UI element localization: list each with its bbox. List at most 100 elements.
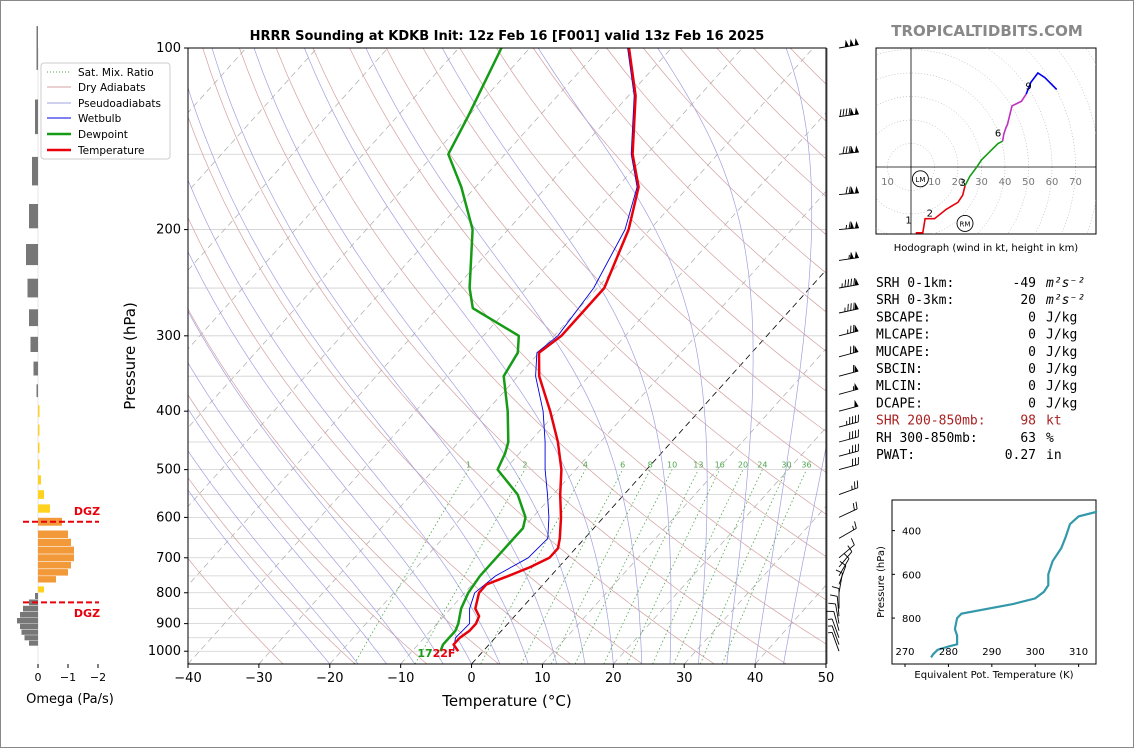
theta-e-tick-label: 310	[1069, 647, 1088, 658]
hodo-storm-label: LM	[915, 176, 925, 184]
omega-bar	[33, 361, 38, 376]
moist-adiabat	[188, 489, 331, 664]
mixing-ratio-label: 1	[466, 461, 471, 470]
skewt-ylabel: Pressure (hPa)	[121, 302, 139, 410]
profile-dewpoint	[439, 48, 527, 652]
skewt-profiles	[439, 48, 640, 652]
omega-bar	[29, 204, 38, 229]
legend-dry-adiabats: Dry Adiabats	[78, 82, 146, 94]
omega-bar	[24, 635, 38, 641]
y-tick-label: 600	[156, 510, 181, 525]
y-tick-label: 800	[156, 586, 181, 601]
omega-bar	[32, 156, 38, 186]
param-value: -49	[1013, 276, 1036, 291]
isotherm-line	[188, 48, 743, 664]
wind-barb	[838, 443, 859, 457]
moist-adiabat	[211, 48, 557, 664]
mixing-ratio-line	[550, 469, 651, 664]
x-tick-label: 10	[534, 671, 551, 686]
isotherm-line	[258, 48, 814, 664]
param-value: 20	[1020, 293, 1036, 308]
hodograph-panel: 10 10 20 30 40 50 60 70 1 2 3 6 9 LM RM Hodograph (win…	[875, 47, 1097, 254]
omega-bar	[38, 576, 56, 583]
param-value: 0.27	[1005, 448, 1036, 463]
omega-bar	[38, 490, 44, 499]
hodo-height-label: 6	[995, 128, 1001, 139]
dry-adiabat	[569, 48, 826, 313]
hodo-height-label: 2	[927, 208, 933, 219]
hodo-tick-label: 50	[1022, 177, 1035, 188]
legend-pseudoadiabats: Pseudoadiabats	[78, 98, 161, 110]
x-tick-label: 20	[605, 671, 622, 686]
param-label: PWAT:	[876, 448, 915, 463]
hodo-tick-label: 20	[952, 177, 965, 188]
omega-bar	[36, 26, 38, 70]
hodo-tick-label: 40	[999, 177, 1012, 188]
wind-barb	[838, 480, 859, 496]
skewt-panel: 1 2 4 6 8 10 13 16 20 24 30 36 −40 −30 −20 −10 0 10 20 30 4…	[121, 41, 834, 710]
wind-barb	[838, 324, 859, 337]
hodograph-title: Hodograph (wind in kt, height in km)	[894, 243, 1079, 254]
moist-adiabat	[188, 450, 359, 664]
omega-bar	[35, 593, 38, 599]
moist-adiabat	[783, 445, 826, 664]
isotherm-line	[471, 269, 826, 664]
x-tick-label: 40	[747, 671, 764, 686]
moist-adiabat	[188, 86, 529, 664]
wind-barb	[838, 221, 859, 231]
param-value: 0	[1028, 328, 1036, 343]
wind-barb	[831, 586, 840, 609]
legend-dewpoint: Dewpoint	[78, 129, 128, 141]
dry-adiabat	[532, 48, 826, 352]
param-unit: J/kg	[1046, 396, 1077, 411]
wind-barb	[838, 250, 859, 261]
param-unit: J/kg	[1046, 362, 1077, 377]
omega-bar	[20, 623, 38, 630]
wind-barbs	[826, 37, 859, 664]
omega-bar	[38, 586, 44, 593]
isotherm-line	[188, 48, 601, 507]
param-label: SBCAPE:	[876, 310, 931, 325]
surface-temperature-label: 22F	[433, 647, 456, 660]
wind-barb	[838, 186, 859, 196]
mixing-ratio-line	[353, 469, 469, 664]
hodo-tick-label: 10	[881, 177, 894, 188]
theta-e-ylabel: Pressure (hPa)	[876, 546, 887, 618]
y-tick-label: 300	[156, 329, 181, 344]
wind-barb	[828, 618, 840, 638]
omega-bar	[17, 618, 38, 624]
omega-bar	[38, 561, 71, 569]
param-label: SRH 0-1km:	[876, 276, 954, 291]
y-tick-label: 400	[156, 404, 181, 419]
omega-tick-label: −2	[90, 671, 106, 684]
dry-adiabat	[239, 48, 787, 664]
skewt-grid: 1 2 4 6 8 10 13 16 20 24 30 36	[188, 48, 826, 664]
mixing-ratio-label: 20	[738, 461, 748, 470]
wind-barb	[838, 399, 859, 412]
isotherm-line	[188, 48, 530, 429]
omega-bar	[20, 612, 38, 618]
wind-barb	[838, 457, 859, 471]
omega-panel: 0 −1 −2 Omega (Pa/s) DGZ DGZ	[17, 26, 114, 707]
param-label: SHR 200-850mb:	[876, 414, 986, 429]
param-value: 0	[1028, 396, 1036, 411]
isotherm-line	[542, 348, 826, 664]
mixing-ratio-line	[673, 469, 763, 664]
wind-barb	[838, 364, 859, 377]
hodo-trace-9-12km	[1025, 71, 1058, 95]
dry-adiabat	[188, 216, 571, 664]
mixing-ratio-line	[699, 469, 787, 664]
theta-e-ytick-label: 800	[902, 614, 921, 625]
mixing-ratio-label: 2	[522, 461, 527, 470]
isotherm-line	[188, 48, 460, 350]
param-unit: kt	[1046, 414, 1062, 429]
wind-barb	[830, 594, 840, 617]
legend-sat-mix: Sat. Mix. Ratio	[78, 67, 154, 79]
wind-barb	[838, 382, 859, 395]
x-tick-label: −40	[174, 671, 201, 686]
mixing-ratio-line	[603, 469, 699, 664]
legend: Sat. Mix. Ratio Dry Adiabats Pseudoadiab…	[40, 62, 171, 160]
theta-e-panel: 270 280 290 300 310 400 600 800 Equivalent Pot.…	[876, 499, 1098, 681]
isotherm-line	[188, 48, 318, 192]
